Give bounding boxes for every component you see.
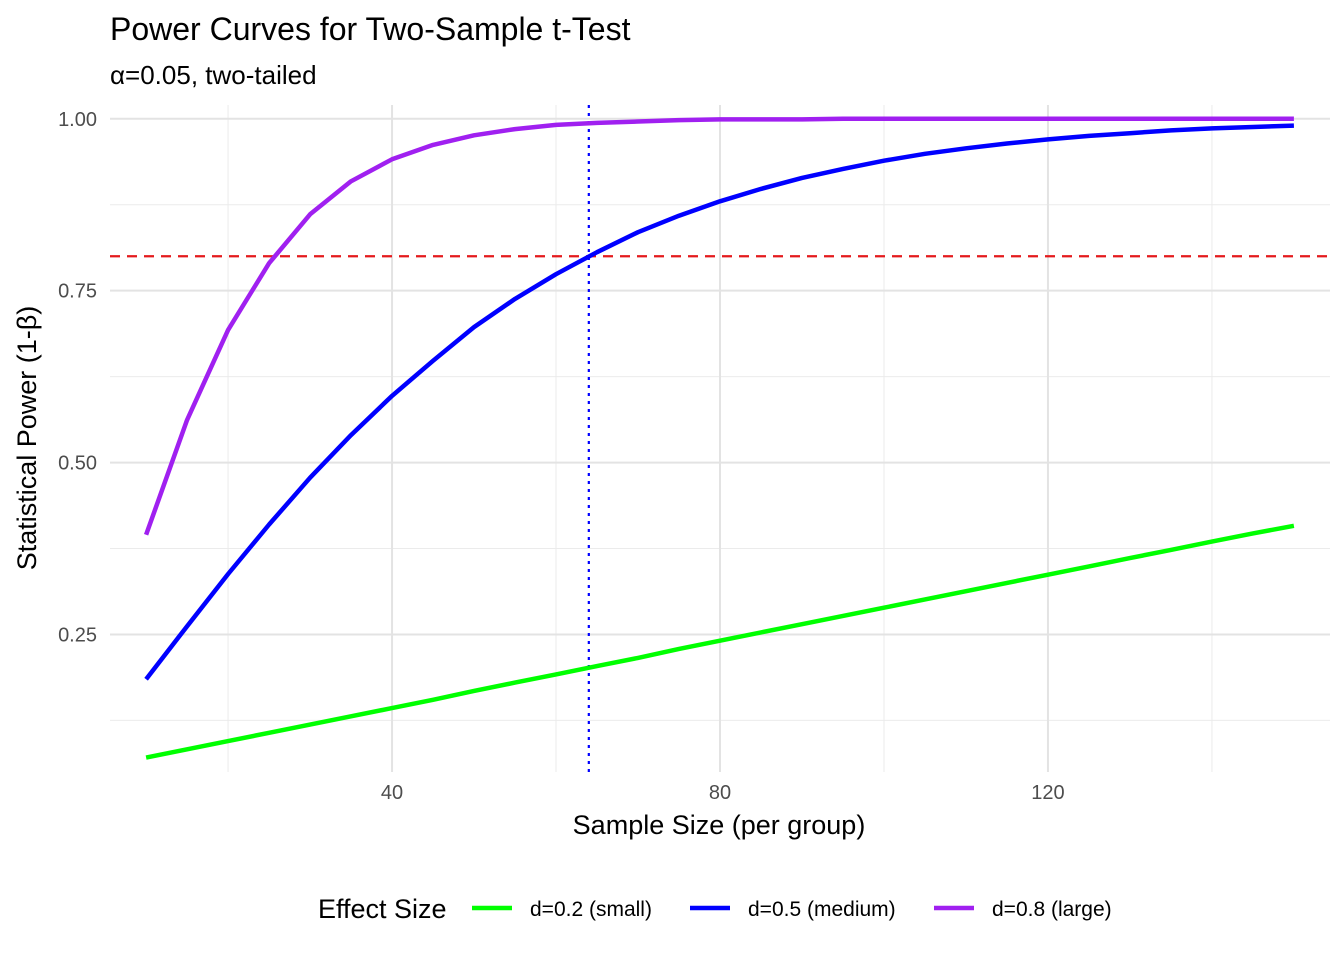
x-axis-ticks: 40 80 120 — [381, 782, 1065, 804]
chart-title: Power Curves for Two-Sample t-Test — [110, 11, 631, 47]
x-tick-label: 40 — [381, 782, 403, 804]
y-axis-title: Statistical Power (1-β) — [12, 306, 42, 571]
x-tick-label: 120 — [1031, 782, 1064, 804]
x-axis-title: Sample Size (per group) — [573, 810, 866, 840]
y-axis-ticks: 0.25 0.50 0.75 1.00 — [58, 109, 97, 647]
series-line-large — [143, 116, 1294, 536]
legend: Effect Size d=0.2 (small) d=0.5 (medium) d… — [318, 894, 1112, 924]
series-line-medium — [144, 123, 1294, 681]
y-tick-label: 0.25 — [58, 624, 97, 646]
chart-subtitle: α=0.05, two-tailed — [110, 60, 317, 90]
grid-lines — [110, 105, 1330, 772]
y-tick-label: 1.00 — [58, 109, 97, 131]
legend-title: Effect Size — [318, 894, 447, 924]
legend-label-medium: d=0.5 (medium) — [748, 898, 896, 921]
legend-label-small: d=0.2 (small) — [530, 898, 652, 921]
series-line-small — [145, 523, 1295, 760]
series-lines — [143, 116, 1295, 760]
y-tick-label: 0.75 — [58, 281, 97, 303]
legend-label-large: d=0.8 (large) — [992, 898, 1112, 921]
y-tick-label: 0.50 — [58, 453, 97, 475]
x-tick-label: 80 — [709, 782, 731, 804]
